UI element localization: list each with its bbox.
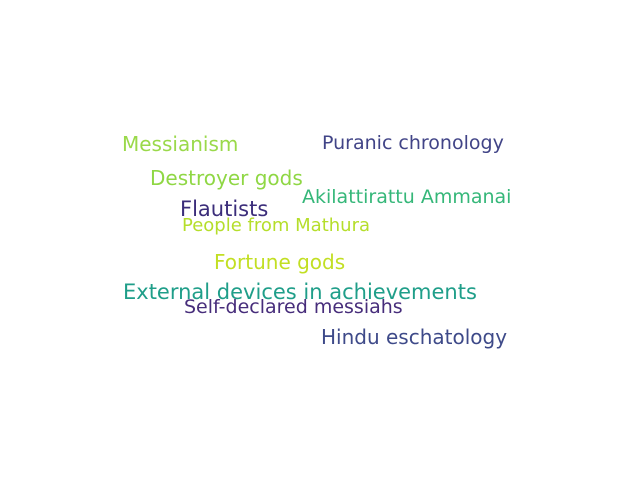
- word-puranic-chronology: Puranic chronology: [322, 132, 504, 154]
- word-messianism: Messianism: [122, 132, 239, 156]
- word-external-devices-in-achievements: External devices in achievements: [123, 280, 477, 304]
- word-flautists: Flautists: [180, 197, 269, 221]
- word-self-declared-messiahs: Self-declared messiahs: [184, 296, 403, 318]
- word-akilattirattu-ammanai: Akilattirattu Ammanai: [302, 186, 512, 208]
- word-fortune-gods: Fortune gods: [214, 250, 346, 274]
- word-destroyer-gods: Destroyer gods: [150, 166, 303, 190]
- word-people-from-mathura: People from Mathura: [182, 215, 370, 236]
- word-hindu-eschatology: Hindu eschatology: [321, 325, 508, 349]
